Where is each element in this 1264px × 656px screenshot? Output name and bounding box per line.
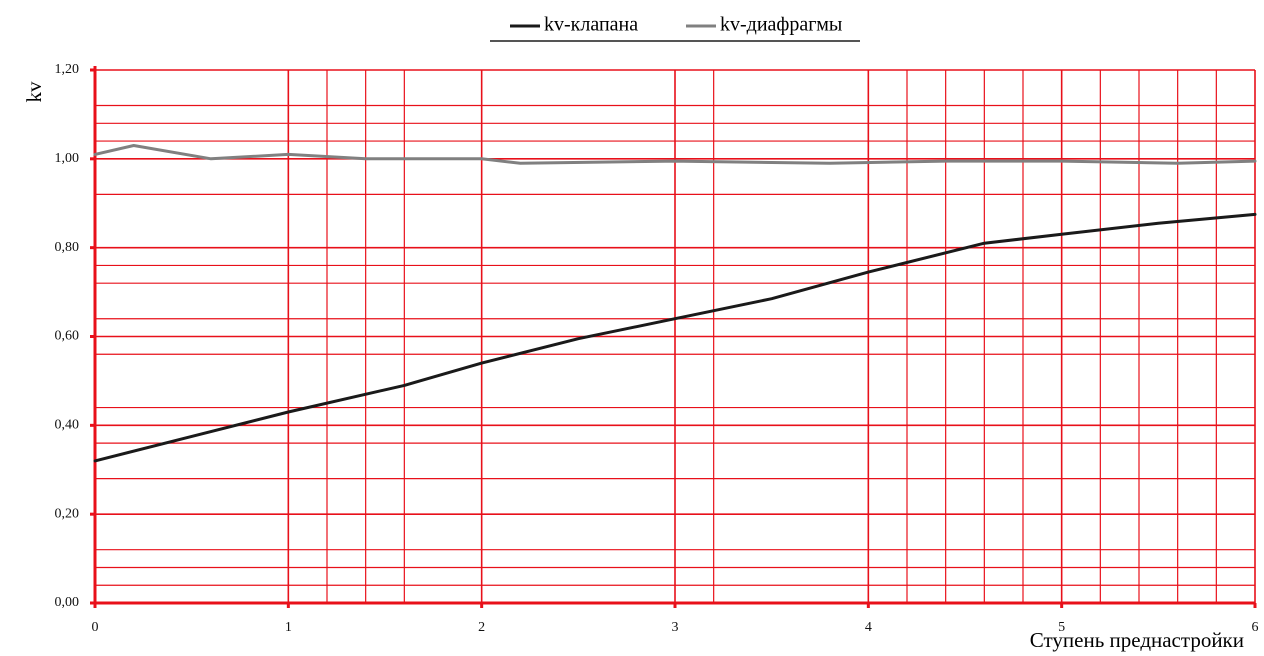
x-tick-label: 0	[92, 620, 99, 635]
grid	[94, 69, 1256, 604]
y-tick-label: 1,20	[55, 62, 80, 77]
x-tick-label: 5	[1058, 620, 1065, 635]
series-line-kv-valve	[93, 212, 1257, 463]
x-tick-label: 1	[285, 620, 292, 635]
x-tick-label: 3	[672, 620, 679, 635]
y-tick-label: 0,00	[55, 595, 80, 610]
y-tick-label: 0,20	[55, 506, 80, 521]
legend-label-kv-diaphragm: kv-диафрагмы	[720, 14, 842, 36]
x-axis-title: Ступень преднастройки	[1030, 628, 1244, 652]
axes	[90, 66, 1257, 608]
y-tick-label: 0,80	[55, 240, 80, 255]
y-tick-label: 1,00	[55, 151, 80, 166]
x-tick-label: 6	[1252, 620, 1259, 635]
y-axis-title: kv	[22, 81, 46, 103]
legend-label-kv-valve: kv-клапана	[544, 14, 638, 36]
x-tick-label: 2	[478, 620, 485, 635]
x-tick-label: 4	[865, 620, 872, 635]
series-line-kv-diaphragm	[93, 144, 1257, 165]
tick-labels: 0,00 0,20 0,40 0,60 0,80 1,00 1,20 0 1 2 3 4 5 6	[55, 62, 1259, 635]
series-lines	[93, 144, 1257, 463]
y-tick-label: 0,40	[55, 418, 80, 433]
y-tick-label: 0,60	[55, 329, 80, 344]
legend: kv-клапана kv-диафрагмы	[490, 14, 860, 42]
